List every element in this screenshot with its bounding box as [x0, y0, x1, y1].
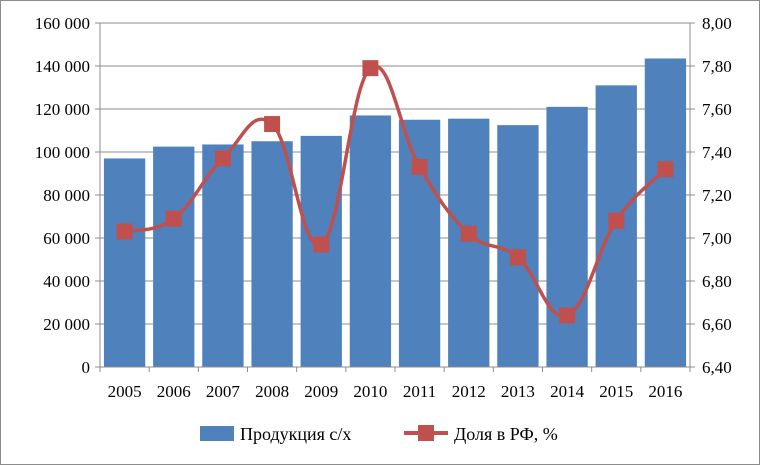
bar-2010: [349, 115, 392, 367]
left-tick-label: 140 000: [35, 57, 90, 76]
share-marker-2011: [411, 159, 428, 176]
share-marker-2009: [313, 236, 330, 253]
left-tick-label: 40 000: [43, 272, 90, 291]
x-tick-label: 2009: [304, 382, 338, 401]
bar-2008: [251, 141, 293, 367]
bar-2006: [153, 146, 195, 367]
legend-swatch-production: [200, 426, 234, 441]
right-tick-label: 8,00: [702, 14, 732, 33]
x-tick-label: 2014: [550, 382, 585, 401]
share-marker-2006: [165, 210, 182, 227]
x-tick-label: 2008: [255, 382, 289, 401]
left-axis-ticks: 0 20 000 40 000 60 000 80 000 100 000 120 000 1…: [35, 14, 100, 377]
left-tick-label: 0: [82, 358, 91, 377]
left-tick-label: 160 000: [35, 14, 90, 33]
right-tick-label: 7,80: [702, 57, 732, 76]
x-axis-ticks: 2005 2006 2007 2008 2009 2010 2011 2012 2013 2014…: [99, 367, 691, 401]
x-tick-label: 2015: [599, 382, 633, 401]
x-tick-label: 2007: [206, 382, 241, 401]
line-series-share: [116, 60, 674, 324]
right-axis-ticks: 6,40 6,60 6,80 7,00 7,20 7,40 7,60 7,80 8,00: [690, 14, 732, 377]
bar-2016: [644, 58, 687, 367]
right-tick-label: 6,60: [702, 315, 732, 334]
right-tick-label: 6,80: [702, 272, 732, 291]
x-tick-label: 2005: [108, 382, 142, 401]
share-marker-2014: [559, 307, 576, 324]
legend-marker-share: [418, 425, 434, 441]
left-tick-label: 100 000: [35, 143, 90, 162]
share-marker-2015: [608, 212, 625, 229]
left-tick-label: 60 000: [43, 229, 90, 248]
right-tick-label: 7,00: [702, 229, 732, 248]
bar-2005: [103, 158, 146, 367]
x-tick-label: 2010: [353, 382, 387, 401]
legend-label-production: Продукция с/х: [240, 424, 351, 444]
bar-2007: [202, 144, 244, 367]
x-tick-label: 2016: [648, 382, 682, 401]
share-marker-2005: [116, 223, 133, 240]
x-tick-label: 2013: [501, 382, 535, 401]
legend: Продукция с/х Доля в РФ, %: [200, 424, 558, 444]
right-tick-label: 7,20: [702, 186, 732, 205]
bar-2014: [546, 106, 588, 367]
left-tick-label: 80 000: [43, 186, 90, 205]
left-tick-label: 20 000: [43, 315, 90, 334]
share-marker-2012: [460, 225, 477, 242]
x-tick-label: 2006: [157, 382, 191, 401]
share-marker-2008: [264, 116, 281, 133]
x-tick-label: 2011: [403, 382, 436, 401]
legend-label-share: Доля в РФ, %: [454, 424, 558, 444]
share-marker-2013: [509, 249, 526, 266]
right-tick-label: 7,60: [702, 100, 732, 119]
x-tick-label: 2012: [452, 382, 486, 401]
share-marker-2007: [214, 150, 231, 167]
right-tick-label: 6,40: [702, 358, 732, 377]
share-marker-2010: [362, 60, 379, 77]
share-marker-2016: [657, 161, 674, 178]
bar-2011: [398, 119, 441, 367]
bar-2013: [497, 125, 539, 367]
right-tick-label: 7,40: [702, 143, 732, 162]
left-tick-label: 120 000: [35, 100, 90, 119]
